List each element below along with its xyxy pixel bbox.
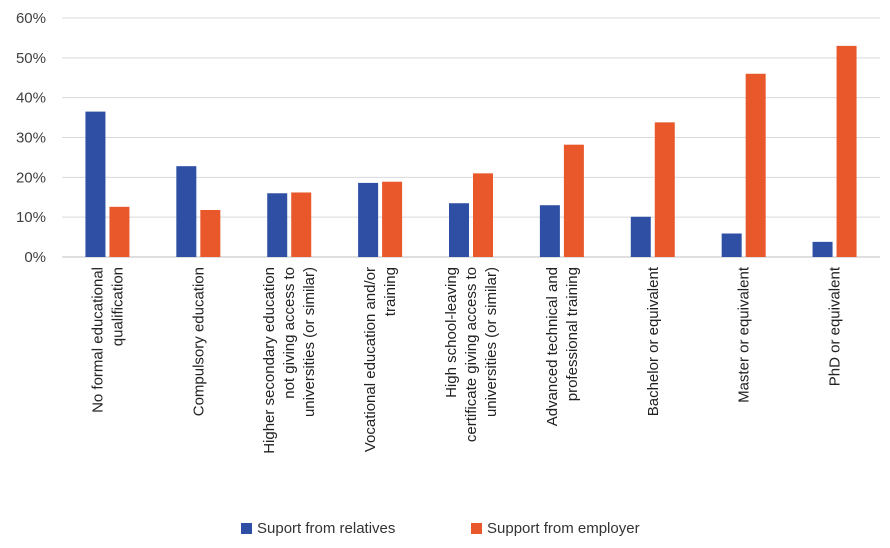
category-label-line: No formal educational <box>89 267 106 413</box>
bar-employer <box>654 122 675 257</box>
bar-employer <box>836 45 857 258</box>
category-label-line: Compulsory education <box>190 267 207 416</box>
bar-employer <box>382 181 403 257</box>
bar-relatives <box>267 193 288 257</box>
category-label-line: Bachelor or equivalent <box>645 266 662 416</box>
bar-relatives <box>449 203 469 257</box>
bar-employer <box>563 144 584 257</box>
category-label: Bachelor or equivalent <box>645 266 662 416</box>
y-tick-label: 40% <box>16 90 46 107</box>
y-tick-label: 20% <box>16 169 46 186</box>
category-label-line: qualification <box>109 267 126 346</box>
category-label: PhD or equivalent <box>827 266 844 386</box>
y-tick-label: 60% <box>16 10 46 27</box>
bar-relatives <box>85 111 106 257</box>
y-tick-label: 10% <box>16 209 46 226</box>
category-label: Compulsory education <box>190 267 207 416</box>
bar-employer <box>745 73 766 258</box>
y-axis: 0% 10% 20% 30% 40% 50% 60% <box>16 10 46 266</box>
category-label-line: Vocational education and/or <box>362 267 379 452</box>
bar-relatives <box>176 166 197 257</box>
bar-relatives <box>630 216 651 257</box>
category-label-line: training <box>382 267 399 316</box>
legend-label: Support from employer <box>487 520 640 537</box>
category-label: High school-leaving certificate giving ac… <box>443 267 500 442</box>
y-tick-label: 30% <box>16 130 46 147</box>
bar-employer <box>200 209 221 257</box>
category-label-line: professional training <box>564 267 581 401</box>
category-label-line: universities (or similar) <box>483 267 500 417</box>
bar-relatives <box>812 241 833 257</box>
category-label-line: certificate giving access to <box>463 267 480 442</box>
bar-relatives <box>539 205 560 257</box>
bar-employer <box>109 206 130 257</box>
legend-label: Suport from relatives <box>257 520 395 537</box>
bar-relatives <box>358 182 379 257</box>
category-label-line: universities (or similar) <box>301 267 318 417</box>
bars <box>85 45 857 258</box>
category-label: Vocational education and/or training <box>362 267 399 452</box>
bar-employer <box>473 173 493 257</box>
legend-swatch <box>241 523 252 534</box>
category-label: Master or equivalent <box>736 266 753 403</box>
legend-swatch <box>471 523 482 534</box>
category-label-line: not giving access to <box>281 267 298 399</box>
category-label: No formal educational qualification <box>89 267 126 413</box>
category-label-line: High school-leaving <box>443 267 460 398</box>
category-label-line: Advanced technical and <box>544 267 561 426</box>
y-tick-label: 50% <box>16 50 46 67</box>
category-label-line: PhD or equivalent <box>827 266 844 386</box>
category-label: Advanced technical and professional train… <box>544 267 581 426</box>
category-label: Higher secondary education not giving acc… <box>261 267 318 454</box>
gridlines <box>62 17 880 258</box>
y-tick-label: 0% <box>24 249 46 266</box>
category-label-line: Higher secondary education <box>261 267 278 454</box>
legend: Suport from relatives Support from employ… <box>241 520 640 537</box>
bar-employer <box>291 192 312 257</box>
bar-relatives <box>721 233 742 257</box>
x-axis: No formal educational qualification Compul… <box>89 266 843 454</box>
category-label-line: Master or equivalent <box>736 266 753 403</box>
